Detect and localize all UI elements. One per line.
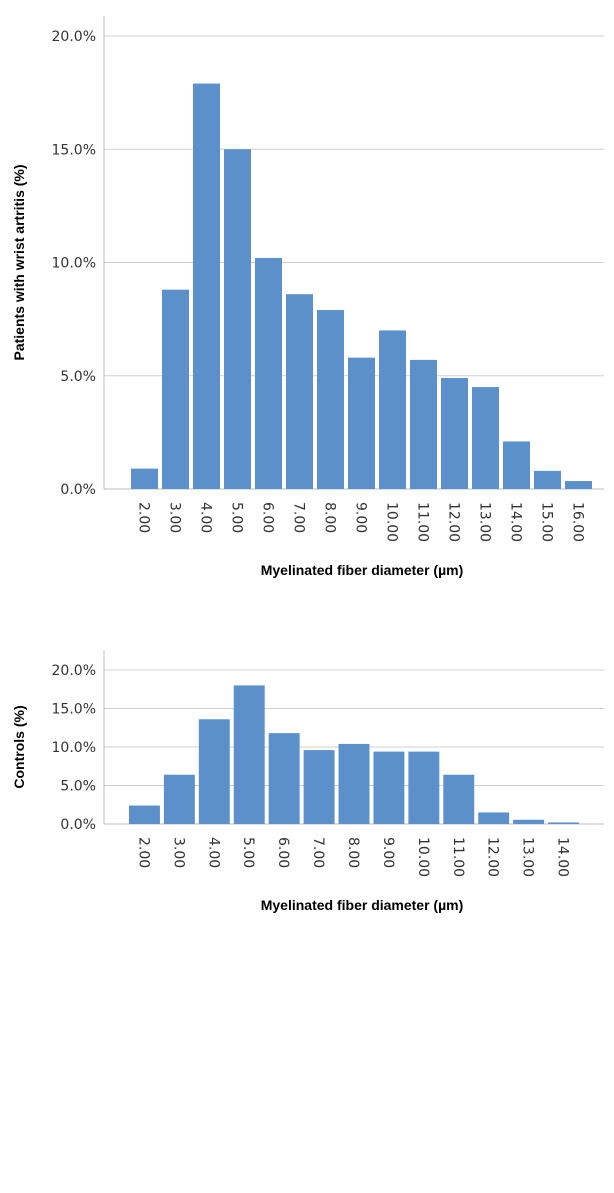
patients-bar-13.00 bbox=[472, 387, 499, 489]
controls-y-tick-label: 5.0% bbox=[60, 779, 96, 795]
patients-bar-16.00 bbox=[565, 481, 592, 489]
patients-bar-11.00 bbox=[410, 359, 437, 489]
chart-controls: 0.0% 5.0% 10.0% 15.0% 20.0% 2.00 3.00 4.00 5.00 6… bbox=[0, 600, 614, 1193]
controls-y-tick-label: 10.0% bbox=[52, 740, 96, 756]
patients-x-tick-label: 4.00 bbox=[198, 502, 214, 533]
patients-x-tick-label: 11.00 bbox=[415, 502, 431, 542]
patients-x-tick-label: 14.00 bbox=[508, 502, 524, 542]
controls-bar-7.00 bbox=[303, 750, 335, 824]
patients-bar-9.00 bbox=[348, 357, 375, 489]
controls-bar-8.00 bbox=[338, 743, 370, 824]
controls-bar-14.00 bbox=[548, 822, 579, 824]
chart-patients: 0.0% 5.0% 10.0% 15.0% 20.0% 2.00 3.00 4.00 5.00 6… bbox=[0, 0, 614, 590]
controls-y-axis-label: Controls (%) bbox=[11, 705, 27, 788]
patients-y-tick-label: 10.0% bbox=[52, 256, 96, 272]
controls-bar-5.00 bbox=[233, 685, 265, 824]
patients-x-tick-label: 10.00 bbox=[384, 502, 400, 542]
patients-y-tick-label: 20.0% bbox=[52, 29, 96, 45]
controls-bar-9.00 bbox=[373, 751, 405, 824]
patients-bar-15.00 bbox=[534, 470, 561, 489]
controls-y-tick-label: 20.0% bbox=[52, 663, 96, 679]
controls-x-tick-label: 11.00 bbox=[450, 837, 466, 877]
controls-x-tick-label: 14.00 bbox=[555, 837, 571, 877]
controls-y-tick-label: 0.0% bbox=[60, 817, 96, 833]
chart-controls-svg: 0.0% 5.0% 10.0% 15.0% 20.0% 2.00 3.00 4.00 5.00 6… bbox=[11, 650, 604, 913]
controls-x-tick-label: 8.00 bbox=[345, 837, 361, 868]
controls-bar-10.00 bbox=[408, 751, 440, 824]
controls-bar-11.00 bbox=[443, 774, 475, 824]
controls-x-tick-label: 13.00 bbox=[520, 837, 536, 877]
controls-bar-2.00 bbox=[129, 805, 160, 824]
controls-x-tick-label: 12.00 bbox=[485, 837, 501, 877]
patients-bar-14.00 bbox=[503, 441, 530, 489]
controls-x-tick-label: 2.00 bbox=[135, 837, 151, 868]
controls-x-tick-label: 5.00 bbox=[240, 837, 256, 868]
patients-bar-12.00 bbox=[441, 378, 468, 489]
controls-bar-4.00 bbox=[198, 719, 230, 824]
patients-x-tick-label: 5.00 bbox=[229, 502, 245, 533]
patients-x-tick-label: 7.00 bbox=[291, 502, 307, 533]
patients-x-tick-label: 3.00 bbox=[167, 502, 183, 533]
patients-x-tick-label: 2.00 bbox=[136, 502, 152, 533]
controls-y-tick-label: 15.0% bbox=[52, 702, 96, 718]
chart-patients-svg: 0.0% 5.0% 10.0% 15.0% 20.0% 2.00 3.00 4.00 5.00 6… bbox=[11, 16, 604, 578]
controls-x-tick-label: 6.00 bbox=[275, 837, 291, 868]
patients-y-tick-label: 5.0% bbox=[60, 369, 96, 385]
controls-x-axis-label: Myelinated fiber diameter (µm) bbox=[261, 897, 464, 913]
patients-x-axis-label: Myelinated fiber diameter (µm) bbox=[261, 562, 464, 578]
controls-bar-12.00 bbox=[478, 812, 510, 824]
patients-bar-4.00 bbox=[193, 83, 220, 489]
patients-x-tick-label: 6.00 bbox=[260, 502, 276, 533]
patients-y-tick-label: 0.0% bbox=[60, 482, 96, 498]
patients-bar-6.00 bbox=[255, 257, 282, 489]
patients-x-tick-label: 15.00 bbox=[539, 502, 555, 542]
patients-x-tick-label: 16.00 bbox=[570, 502, 586, 542]
patients-bar-3.00 bbox=[162, 289, 189, 489]
controls-bar-6.00 bbox=[268, 733, 300, 824]
controls-bar-13.00 bbox=[513, 819, 545, 824]
patients-bar-7.00 bbox=[286, 294, 313, 489]
patients-bar-8.00 bbox=[317, 310, 344, 489]
patients-x-tick-label: 12.00 bbox=[446, 502, 462, 542]
patients-bar-10.00 bbox=[379, 330, 406, 489]
patients-bar-5.00 bbox=[224, 149, 251, 489]
controls-x-tick-label: 9.00 bbox=[380, 837, 396, 868]
controls-x-tick-label: 4.00 bbox=[205, 837, 221, 868]
controls-bar-3.00 bbox=[163, 774, 195, 824]
patients-x-tick-label: 13.00 bbox=[477, 502, 493, 542]
controls-x-tick-label: 10.00 bbox=[415, 837, 431, 877]
patients-y-tick-label: 15.0% bbox=[52, 142, 96, 158]
patients-x-tick-label: 8.00 bbox=[322, 502, 338, 533]
patients-y-axis-label: Patients with wrist artritis (%) bbox=[11, 164, 27, 360]
controls-x-tick-label: 3.00 bbox=[170, 837, 186, 868]
patients-bar-2.00 bbox=[131, 468, 158, 489]
controls-x-tick-label: 7.00 bbox=[310, 837, 326, 868]
patients-x-tick-label: 9.00 bbox=[353, 502, 369, 533]
